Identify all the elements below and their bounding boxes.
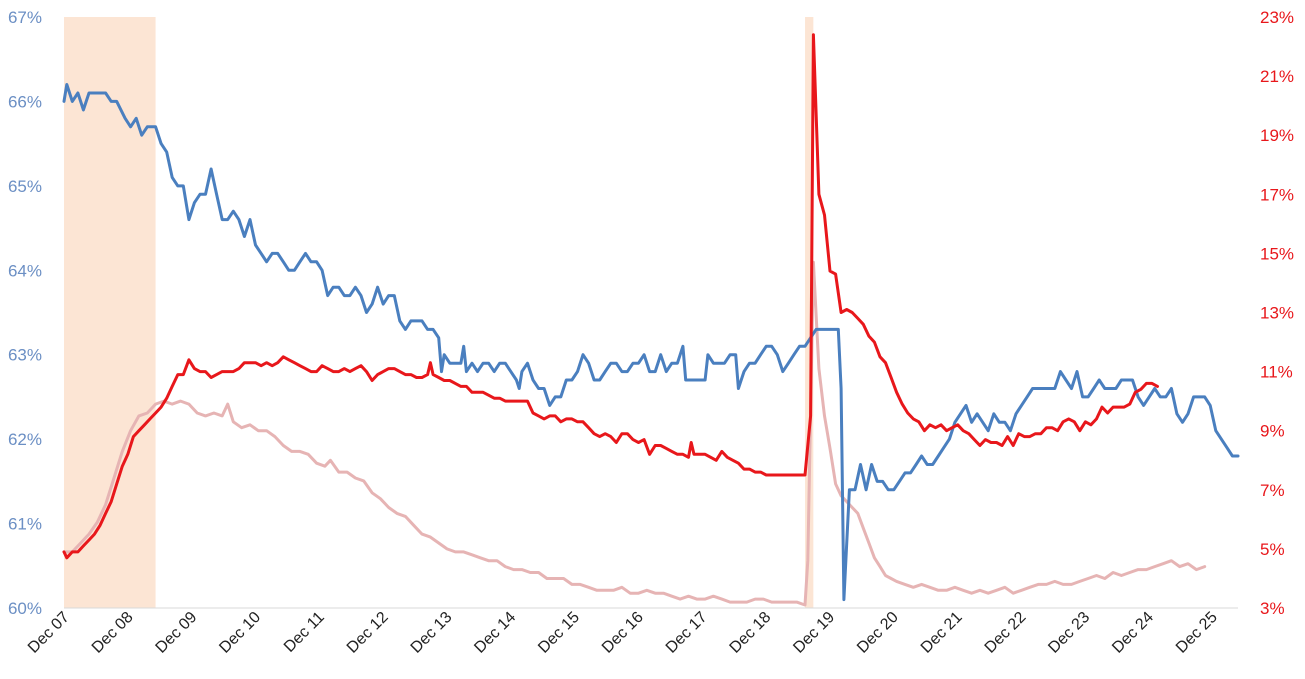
left-tick-label: 62%	[8, 430, 42, 449]
left-tick-label: 61%	[8, 515, 42, 534]
shaded-period	[805, 17, 814, 608]
x-tick-label: Dec 23	[1045, 609, 1093, 657]
x-tick-label: Dec 11	[281, 609, 328, 656]
x-tick-label: Dec 08	[89, 609, 137, 657]
left-tick-label: 67%	[8, 8, 42, 27]
right-tick-label: 3%	[1260, 599, 1285, 618]
x-tick-label: Dec 20	[854, 609, 902, 657]
x-tick-label: Dec 22	[982, 609, 1030, 657]
x-tick-label: Dec 17	[663, 609, 711, 657]
right-axis-series-line	[62, 33, 1159, 560]
x-tick-label: Dec 13	[408, 609, 456, 657]
x-tick-label: Dec 14	[471, 609, 519, 657]
left-y-axis-ticks: 60% 61% 62% 63% 64% 65% 66% 67%	[8, 8, 42, 618]
right-tick-label: 15%	[1260, 244, 1294, 263]
x-tick-label: Dec 18	[727, 609, 775, 657]
x-tick-label: Dec 12	[344, 609, 392, 657]
right-tick-label: 9%	[1260, 422, 1285, 441]
x-tick-label: Dec 21	[918, 609, 966, 657]
series-lines	[62, 33, 1240, 607]
x-tick-label: Dec 10	[216, 609, 264, 657]
left-axis-series-line	[62, 83, 1240, 602]
right-tick-label: 7%	[1260, 481, 1285, 500]
left-tick-label: 65%	[8, 177, 42, 196]
x-tick-label: Dec 24	[1109, 609, 1157, 657]
x-tick-label: Dec 25	[1173, 609, 1221, 657]
right-tick-label: 17%	[1260, 185, 1294, 204]
left-tick-label: 64%	[8, 261, 42, 280]
x-axis-ticks: Dec 07 Dec 08 Dec 09 Dec 10 Dec 11 Dec 12 Dec …	[25, 609, 1221, 657]
left-tick-label: 66%	[8, 92, 42, 111]
right-tick-label: 11%	[1260, 363, 1293, 382]
x-tick-label: Dec 09	[153, 609, 201, 657]
shaded-periods	[64, 17, 814, 608]
right-tick-label: 21%	[1260, 67, 1294, 86]
right-tick-label: 19%	[1260, 126, 1294, 145]
right-tick-label: 13%	[1260, 304, 1294, 323]
left-tick-label: 63%	[8, 346, 42, 365]
right-tick-label: 5%	[1260, 540, 1285, 559]
shaded-period	[64, 17, 156, 608]
right-y-axis-ticks: 3% 5% 7% 9% 11% 13% 15% 17% 19% 21% 23%	[1260, 8, 1294, 618]
x-tick-label: Dec 19	[790, 609, 838, 657]
left-tick-label: 60%	[8, 599, 42, 618]
x-tick-label: Dec 16	[599, 609, 647, 657]
right-axis-faded-series-line	[62, 260, 1207, 607]
right-tick-label: 23%	[1260, 8, 1294, 27]
x-tick-label: Dec 15	[535, 609, 583, 657]
